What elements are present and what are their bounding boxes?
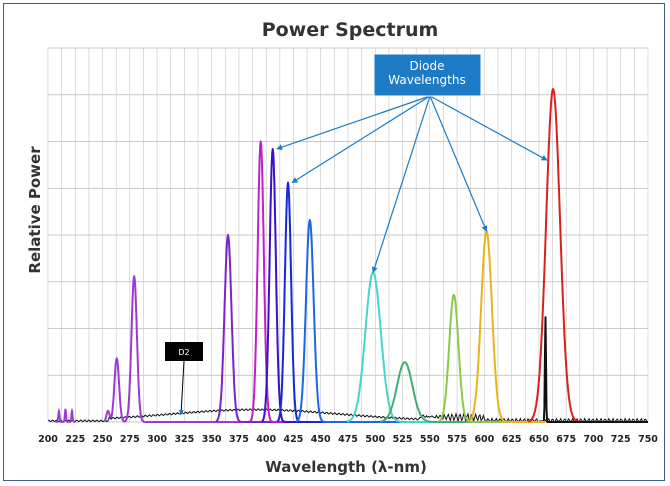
x-tick-label: 700 xyxy=(584,434,604,445)
x-tick-label: 400 xyxy=(256,434,276,445)
x-tick-label: 750 xyxy=(638,434,658,445)
d2-annotation: D2 xyxy=(165,342,203,416)
callout-arrow xyxy=(429,95,548,161)
callout-box xyxy=(373,53,482,97)
callout-label: Diode Wavelengths xyxy=(388,59,465,87)
x-tick-label: 675 xyxy=(556,434,576,445)
x-tick-label: 250 xyxy=(93,434,113,445)
x-tick-label: 325 xyxy=(174,434,194,445)
d2-arrow xyxy=(178,360,185,416)
x-tick-label: 200 xyxy=(38,434,58,445)
callout-arrow xyxy=(291,95,431,184)
x-tick-label: 725 xyxy=(611,434,631,445)
x-tick-label: 600 xyxy=(474,434,494,445)
x-tick-label: 350 xyxy=(202,434,222,445)
d2-box xyxy=(165,342,203,361)
series-line-7 xyxy=(379,361,649,423)
x-tick-label: 475 xyxy=(338,434,358,445)
x-tick-label: 375 xyxy=(229,434,249,445)
callout-arrow xyxy=(276,95,431,151)
plot-area xyxy=(48,88,649,423)
callout-arrow xyxy=(429,95,488,232)
x-tick-label: 575 xyxy=(447,434,467,445)
d2-label: D2 xyxy=(178,348,189,357)
x-tick-label: 275 xyxy=(120,434,140,445)
x-tick-label: 650 xyxy=(529,434,549,445)
x-tick-label: 525 xyxy=(393,434,413,445)
x-axis-title: Wavelength (λ-nm) xyxy=(265,458,427,476)
y-axis-title: Relative Power xyxy=(26,146,44,274)
x-tick-label: 225 xyxy=(65,434,85,445)
x-tick-label: 300 xyxy=(147,434,167,445)
series-uv-spike xyxy=(55,407,63,423)
x-tick-label: 625 xyxy=(502,434,522,445)
x-tick-labels: 200 225 250 275 300 325 350 375 400 425 450 475 500 5… xyxy=(38,434,658,445)
series-uv-spike xyxy=(62,408,69,423)
series-line-4 xyxy=(276,181,649,423)
series-uv-spike xyxy=(68,407,76,423)
series-line-11 xyxy=(542,316,649,423)
x-tick-label: 500 xyxy=(365,434,385,445)
x-tick-label: 450 xyxy=(311,434,331,445)
diode-wavelengths-callout: Diode Wavelengths xyxy=(276,53,548,273)
x-tick-label: 425 xyxy=(284,434,304,445)
series-line-5 xyxy=(295,219,649,423)
callout-arrow xyxy=(371,95,431,273)
series-line-3 xyxy=(261,148,649,423)
x-tick-label: 550 xyxy=(420,434,440,445)
chart-title: Power Spectrum xyxy=(262,19,439,41)
